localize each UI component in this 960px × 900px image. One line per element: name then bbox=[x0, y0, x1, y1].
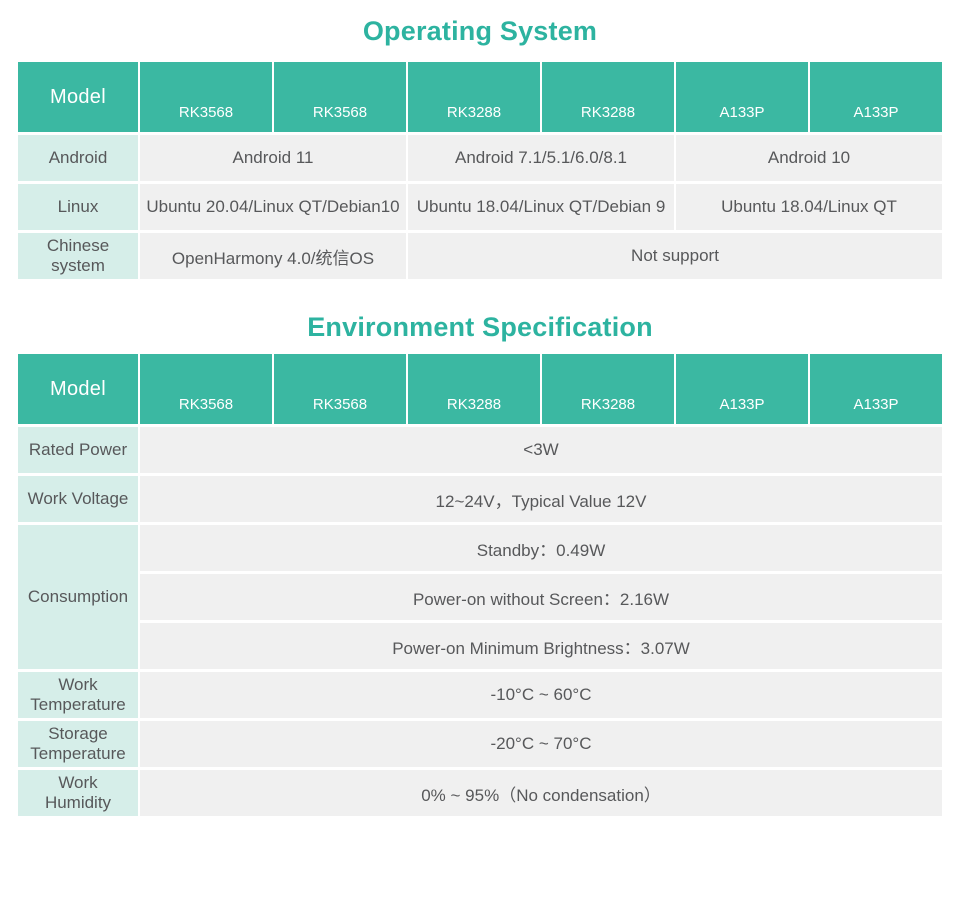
env-row-label-storage-temperature: Storage Temperature bbox=[18, 721, 138, 767]
operating-system-table: Model RK3568 RK3568 RK3288 RK3288 A133P … bbox=[18, 62, 942, 279]
os-column-header-a133p-2: A133P bbox=[810, 62, 942, 132]
os-cell-chinese-not-support: Not support bbox=[408, 233, 942, 279]
env-cell-consumption-min-brightness: Power-on Minimum Brightness：3.07W bbox=[140, 623, 942, 669]
os-column-header-rk3568-2: RK3568 bbox=[274, 62, 406, 132]
env-column-header-a133p-2: A133P bbox=[810, 354, 942, 424]
os-cell-linux-rk3288: Ubuntu 18.04/Linux QT/Debian 9 bbox=[408, 184, 674, 230]
env-cell-work-temperature: -10°C ~ 60°C bbox=[140, 672, 942, 718]
os-column-header-a133p-1: A133P bbox=[676, 62, 808, 132]
os-cell-linux-a133p: Ubuntu 18.04/Linux QT bbox=[676, 184, 942, 230]
os-column-header-rk3288-1: RK3288 bbox=[408, 62, 540, 132]
env-column-header-rk3288-1: RK3288 bbox=[408, 354, 540, 424]
env-row-label-work-voltage: Work Voltage bbox=[18, 476, 138, 522]
os-model-header-cell: Model bbox=[18, 62, 138, 132]
os-row-label-linux: Linux bbox=[18, 184, 138, 230]
env-row-label-consumption: Consumption bbox=[18, 525, 138, 669]
env-row-label-rated-power: Rated Power bbox=[18, 427, 138, 473]
env-column-header-a133p-1: A133P bbox=[676, 354, 808, 424]
os-cell-android-rk3568: Android 11 bbox=[140, 135, 406, 181]
env-column-header-rk3568-2: RK3568 bbox=[274, 354, 406, 424]
env-cell-storage-temperature: -20°C ~ 70°C bbox=[140, 721, 942, 767]
env-cell-work-voltage: 12~24V，Typical Value 12V bbox=[140, 476, 942, 522]
env-cell-consumption-standby: Standby：0.49W bbox=[140, 525, 942, 571]
environment-specification-table: Model RK3568 RK3568 RK3288 RK3288 A133P … bbox=[18, 354, 942, 816]
os-cell-linux-rk3568: Ubuntu 20.04/Linux QT/Debian10 bbox=[140, 184, 406, 230]
operating-system-title: Operating System bbox=[362, 16, 598, 46]
env-column-header-rk3288-2: RK3288 bbox=[542, 354, 674, 424]
environment-specification-title: Environment Specification bbox=[307, 312, 653, 342]
env-cell-rated-power: <3W bbox=[140, 427, 942, 473]
env-cell-work-humidity: 0% ~ 95%（No condensation） bbox=[140, 770, 942, 816]
env-cell-consumption-power-on-no-screen: Power-on without Screen：2.16W bbox=[140, 574, 942, 620]
env-column-header-rk3568-1: RK3568 bbox=[140, 354, 272, 424]
os-row-label-chinese-system: Chinese system bbox=[18, 233, 138, 279]
os-cell-chinese-rk3568: OpenHarmony 4.0/统信OS bbox=[140, 233, 406, 279]
env-row-label-work-temperature: Work Temperature bbox=[18, 672, 138, 718]
os-column-header-rk3568-1: RK3568 bbox=[140, 62, 272, 132]
env-model-header-cell: Model bbox=[18, 354, 138, 424]
env-row-label-work-humidity: Work Humidity bbox=[18, 770, 138, 816]
os-cell-android-rk3288: Android 7.1/5.1/6.0/8.1 bbox=[408, 135, 674, 181]
os-cell-android-a133p: Android 10 bbox=[676, 135, 942, 181]
os-column-header-rk3288-2: RK3288 bbox=[542, 62, 674, 132]
os-row-label-android: Android bbox=[18, 135, 138, 181]
